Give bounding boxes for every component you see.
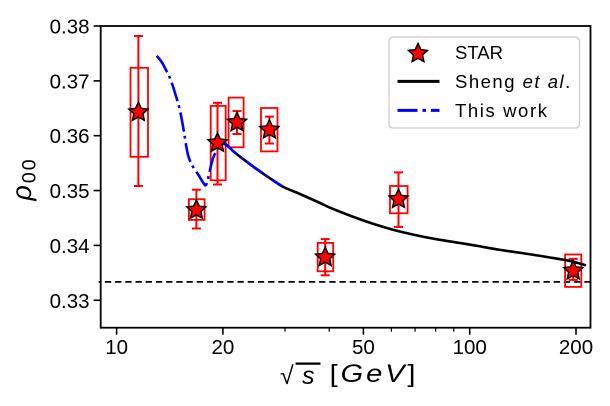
svg-text:0.35: 0.35: [50, 180, 90, 203]
svg-text:s: s: [302, 362, 315, 390]
svg-text:This work: This work: [455, 100, 549, 121]
svg-text:Sheng et al.: Sheng et al.: [455, 71, 572, 92]
svg-text:20: 20: [211, 336, 234, 359]
svg-text:0.33: 0.33: [50, 290, 90, 313]
svg-text:STAR: STAR: [455, 42, 503, 63]
svg-text:ρ00: ρ00: [7, 157, 41, 201]
svg-text:√: √: [280, 362, 294, 390]
svg-text:10: 10: [105, 336, 128, 359]
svg-text:50: 50: [352, 336, 375, 359]
svg-text:200: 200: [559, 336, 593, 359]
svg-text:0.37: 0.37: [50, 70, 90, 93]
svg-text:0.38: 0.38: [50, 16, 90, 39]
svg-text:0.34: 0.34: [50, 235, 90, 258]
svg-text:[GeV]: [GeV]: [330, 359, 419, 388]
svg-text:100: 100: [453, 336, 487, 359]
svg-text:0.36: 0.36: [50, 125, 90, 148]
